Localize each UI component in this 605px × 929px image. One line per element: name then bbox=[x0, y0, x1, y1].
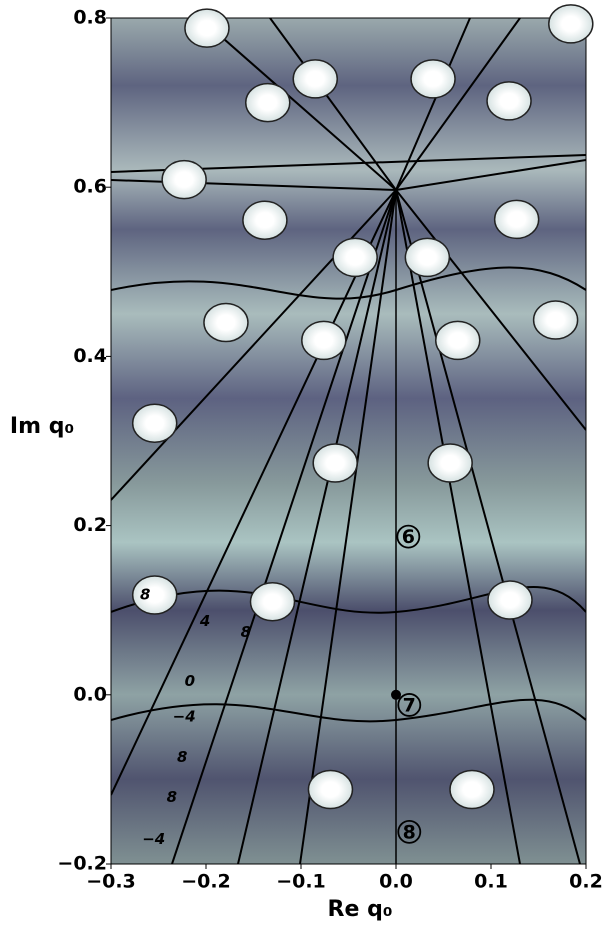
annotation: −4 bbox=[142, 830, 165, 848]
plot-frame bbox=[110, 17, 587, 865]
x-tick-label: 0.1 bbox=[474, 871, 508, 893]
pole bbox=[486, 81, 532, 121]
marker bbox=[391, 689, 401, 700]
pole bbox=[131, 403, 178, 443]
pole bbox=[449, 769, 495, 810]
pole bbox=[493, 199, 540, 240]
pole bbox=[410, 59, 456, 99]
pole bbox=[249, 581, 296, 622]
contour-lines bbox=[111, 18, 586, 864]
pole bbox=[487, 580, 533, 620]
pole bbox=[532, 300, 579, 340]
y-tick-label: 0.0 bbox=[73, 683, 107, 705]
x-tick-label: −0.2 bbox=[181, 871, 231, 893]
annotation: 8 bbox=[403, 821, 416, 843]
annotation-circle bbox=[397, 819, 422, 844]
annotation: 8 bbox=[177, 748, 187, 766]
pole bbox=[203, 302, 249, 343]
y-tick-label: 0.6 bbox=[73, 176, 107, 198]
pole bbox=[161, 159, 207, 200]
y-axis-label: Im q₀ bbox=[10, 414, 74, 439]
pole bbox=[242, 200, 288, 240]
annotation: 4 bbox=[199, 612, 210, 630]
y-tick-label: −0.2 bbox=[57, 853, 107, 875]
annotation: 8 bbox=[167, 788, 177, 806]
annotation: 8 bbox=[140, 586, 150, 604]
y-tick-label: 0.4 bbox=[73, 345, 107, 367]
annotation: −4 bbox=[173, 707, 196, 725]
annotation: 7 bbox=[403, 694, 416, 716]
pole bbox=[245, 82, 291, 123]
pole bbox=[131, 575, 178, 615]
contour-field bbox=[111, 18, 586, 864]
annotation: 0 bbox=[185, 672, 195, 690]
x-tick-label: 0.2 bbox=[569, 871, 603, 893]
annotation-circle bbox=[397, 693, 422, 717]
pole bbox=[435, 320, 481, 361]
pole bbox=[548, 4, 594, 44]
y-tick-label: 0.8 bbox=[73, 7, 107, 29]
pole bbox=[427, 443, 473, 483]
pole bbox=[332, 237, 378, 278]
annotation: 6 bbox=[402, 526, 415, 548]
pole bbox=[184, 8, 230, 48]
pole bbox=[307, 769, 354, 810]
pole bbox=[301, 320, 347, 361]
pole bbox=[312, 443, 358, 483]
pole bbox=[404, 237, 451, 278]
x-axis-label: Re q₀ bbox=[328, 897, 393, 922]
x-tick-label: 0.0 bbox=[379, 871, 413, 893]
background bbox=[111, 18, 586, 864]
annotation-circle bbox=[396, 524, 421, 549]
annotation: 8 bbox=[241, 623, 251, 641]
x-tick-label: −0.1 bbox=[276, 871, 326, 893]
pole bbox=[292, 59, 338, 99]
x-tick-label: −0.3 bbox=[86, 871, 136, 893]
y-tick-label: 0.2 bbox=[73, 514, 107, 536]
